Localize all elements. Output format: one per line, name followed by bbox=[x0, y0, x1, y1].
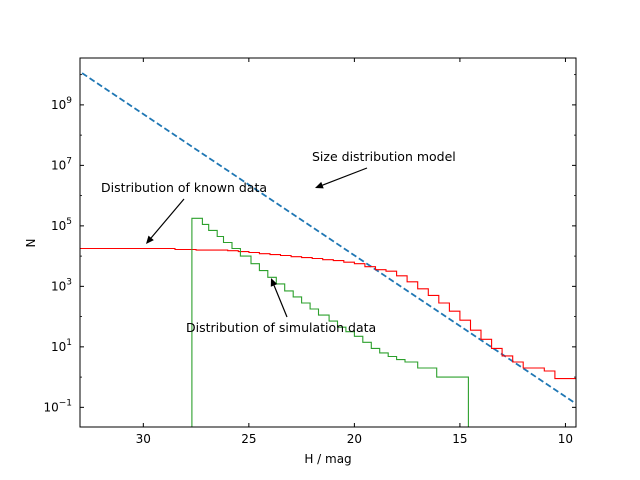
x-tick-label: 10 bbox=[558, 432, 573, 446]
arrow-known-data bbox=[146, 198, 185, 244]
annotation-simulation-data: Distribution of simulation data bbox=[186, 320, 376, 335]
y-tick-label: 101 bbox=[51, 338, 72, 354]
x-tick-label: 25 bbox=[241, 432, 256, 446]
series-layer bbox=[80, 72, 576, 427]
x-tick-label: 20 bbox=[347, 432, 362, 446]
annotation-layer: Size distribution model Distribution of … bbox=[101, 149, 456, 335]
y-tick-label: 10−1 bbox=[43, 398, 72, 414]
ticks-layer: 30 25 20 15 10 109 107 105 103 101 10−1 bbox=[43, 58, 576, 446]
plot-frame bbox=[79, 57, 577, 428]
y-tick-label: 105 bbox=[51, 217, 72, 233]
x-tick-label: 15 bbox=[452, 432, 467, 446]
annotation-known-data: Distribution of known data bbox=[101, 180, 267, 195]
annotation-size-model: Size distribution model bbox=[312, 149, 456, 164]
x-tick-label: 30 bbox=[136, 432, 151, 446]
y-axis-label: N bbox=[24, 239, 38, 248]
x-axis-label: H / mag bbox=[304, 452, 351, 466]
arrow-size-model bbox=[315, 167, 368, 189]
series-simulation-step bbox=[191, 217, 469, 427]
y-tick-label: 103 bbox=[51, 277, 72, 293]
y-tick-label: 109 bbox=[51, 96, 72, 112]
series-known-step bbox=[80, 247, 576, 380]
y-tick-label: 107 bbox=[51, 156, 72, 172]
arrow-simulation-data bbox=[270, 278, 288, 318]
